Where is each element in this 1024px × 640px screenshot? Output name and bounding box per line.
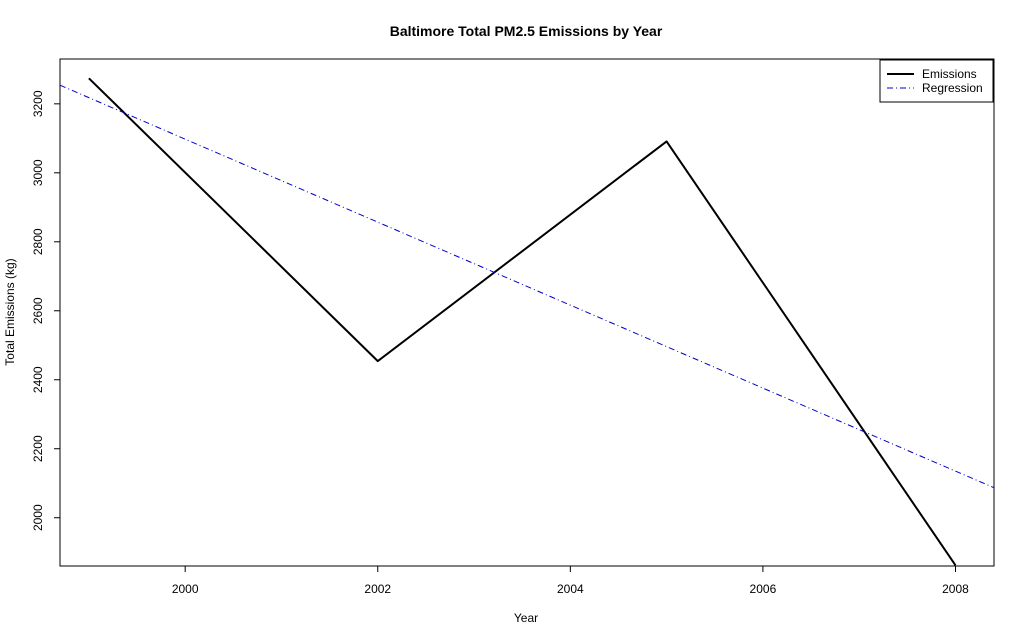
y-tick-label-3200: 3200 — [31, 90, 45, 117]
chart-title: Baltimore Total PM2.5 Emissions by Year — [390, 23, 663, 39]
series-regression-line — [59, 84, 995, 489]
y-tick-label-3000: 3000 — [31, 159, 45, 186]
x-tick-label-2000: 2000 — [172, 582, 199, 596]
series-layer — [59, 77, 995, 566]
y-tick-label-2600: 2600 — [31, 297, 45, 324]
y-axis: 2000 2200 2400 2600 2800 3000 3200 — [31, 90, 60, 531]
y-tick-label-2800: 2800 — [31, 228, 45, 255]
legend-emissions-label: Emissions — [922, 67, 977, 81]
y-tick-label-2000: 2000 — [31, 504, 45, 531]
plot-area — [59, 58, 995, 567]
y-axis-label: Total Emissions (kg) — [3, 258, 17, 365]
x-tick-label-2006: 2006 — [750, 582, 777, 596]
legend-box — [879, 59, 994, 103]
legend: Emissions Regression — [879, 59, 994, 103]
x-axis-label: Year — [514, 611, 538, 625]
x-tick-label-2004: 2004 — [557, 582, 584, 596]
legend-regression-label: Regression — [922, 81, 983, 95]
x-tick-label-2008: 2008 — [942, 582, 969, 596]
y-tick-label-2400: 2400 — [31, 366, 45, 393]
x-axis: 2000 2002 2004 2006 2008 — [172, 566, 969, 596]
x-tick-label-2002: 2002 — [364, 582, 391, 596]
y-tick-label-2200: 2200 — [31, 435, 45, 462]
series-emissions-line — [88, 77, 957, 566]
